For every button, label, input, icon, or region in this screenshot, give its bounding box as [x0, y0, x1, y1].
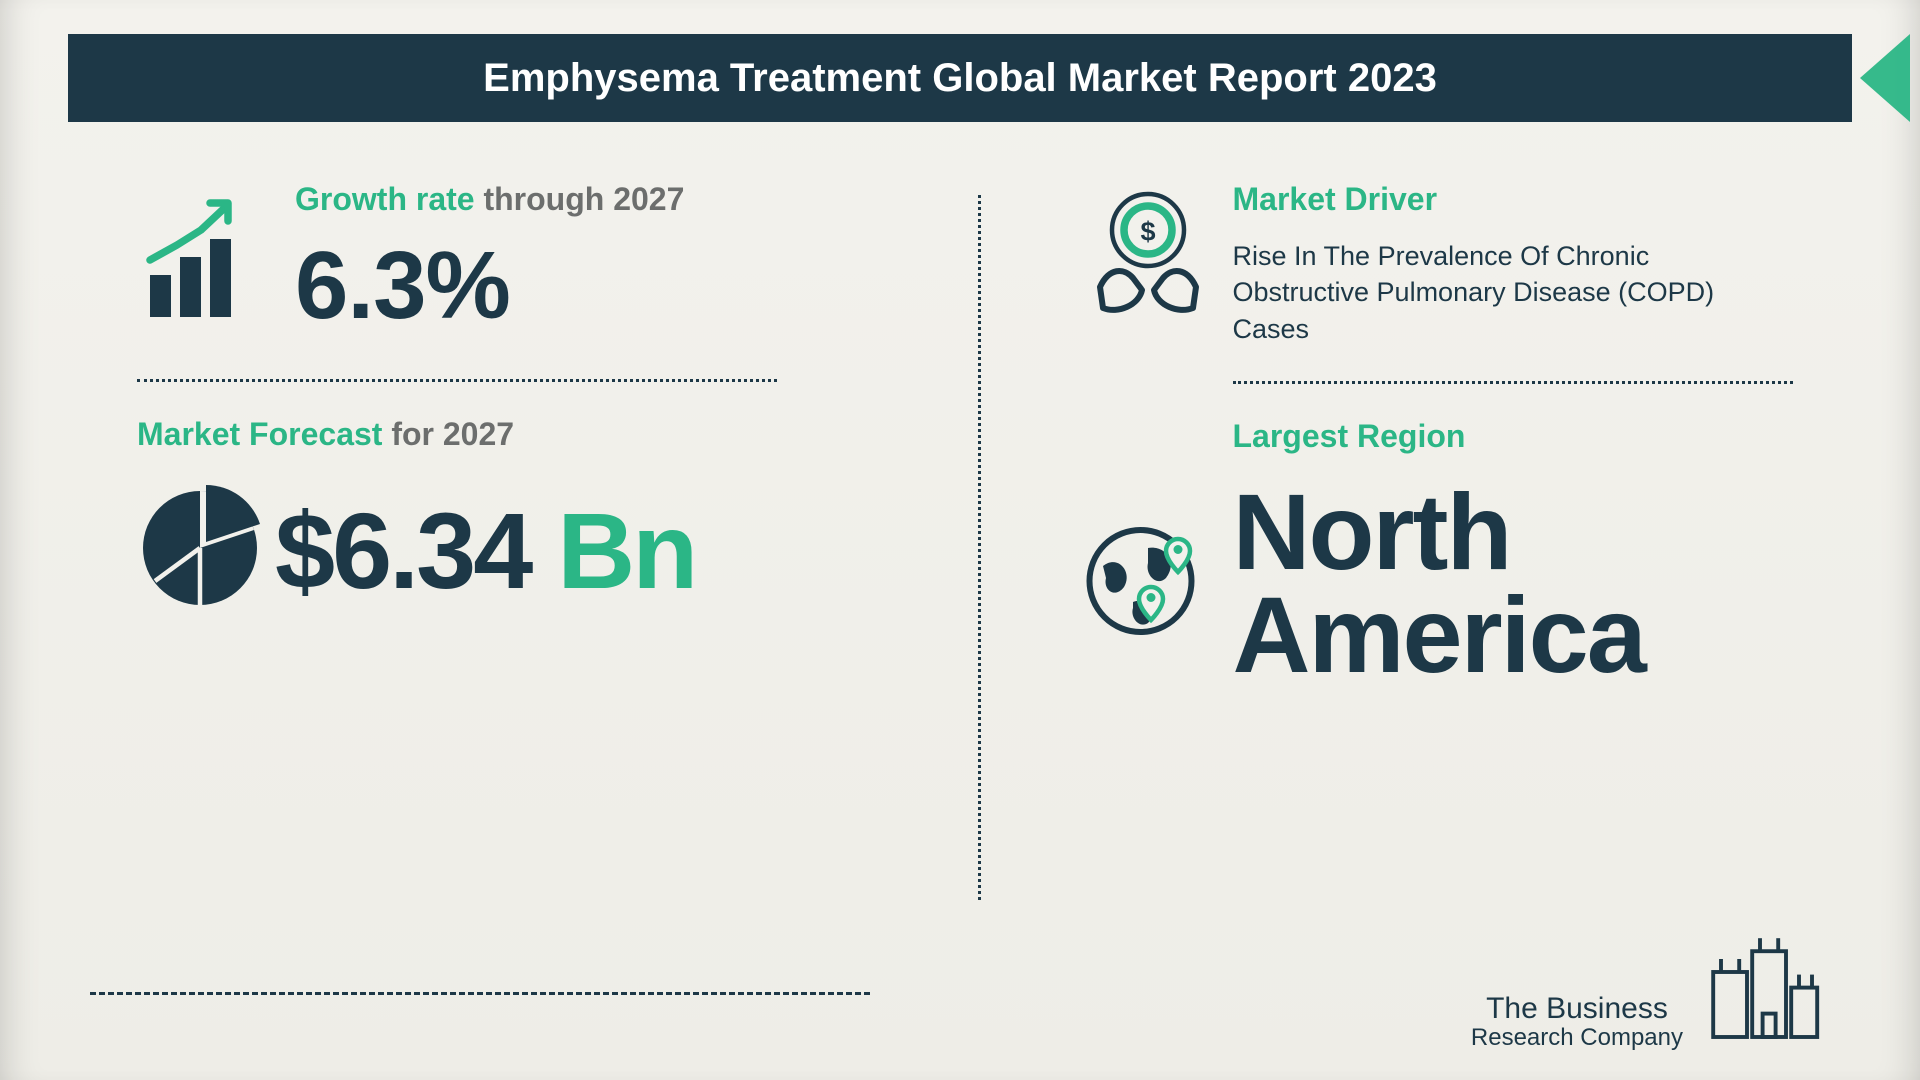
region-value: North America	[1233, 481, 1831, 686]
forecast-label: Market Forecast for 2027	[137, 416, 888, 453]
forecast-value-number: $6.34	[275, 490, 530, 611]
driver-section: $ Market Driver Rise In The Prevalence O…	[1063, 175, 1831, 347]
page: Emphysema Treatment Global Market Report…	[0, 0, 1920, 1080]
bottom-dashed-line	[90, 992, 870, 995]
forecast-value-unit: Bn	[530, 490, 695, 611]
region-section: North America	[1063, 475, 1831, 686]
logo-buildings-icon	[1695, 920, 1825, 1050]
growth-label-light: through 2027	[475, 181, 685, 217]
left-horizontal-divider	[137, 379, 777, 382]
growth-label: Growth rate through 2027	[295, 181, 888, 218]
logo-line1: The Business	[1471, 993, 1683, 1025]
forecast-value: $6.34 Bn	[275, 497, 888, 605]
right-horizontal-divider	[1233, 381, 1793, 384]
growth-value: 6.3%	[295, 238, 888, 334]
svg-text:$: $	[1140, 217, 1155, 247]
header-bar: Emphysema Treatment Global Market Report…	[68, 34, 1852, 122]
region-label-text: Largest Region	[1233, 418, 1466, 454]
globe-pin-icon	[1063, 496, 1233, 666]
forecast-label-light: for 2027	[382, 416, 514, 452]
growth-section: Growth rate through 2027 6.3%	[125, 175, 888, 345]
content-area: Growth rate through 2027 6.3% Market For…	[125, 175, 1830, 960]
forecast-section: $6.34 Bn	[125, 473, 888, 623]
pie-chart-icon	[125, 473, 275, 623]
driver-label: Market Driver	[1233, 181, 1831, 218]
driver-text: Rise In The Prevalence Of Chronic Obstru…	[1233, 238, 1793, 347]
header-accent-triangle	[1860, 34, 1910, 122]
forecast-label-strong: Market Forecast	[137, 416, 382, 452]
hands-coin-icon: $	[1063, 175, 1233, 345]
growth-label-strong: Growth rate	[295, 181, 475, 217]
logo-line2: Research Company	[1471, 1025, 1683, 1050]
company-logo: The Business Research Company	[1471, 920, 1825, 1050]
driver-label-text: Market Driver	[1233, 181, 1438, 217]
region-label: Largest Region	[1233, 418, 1831, 455]
growth-chart-icon	[125, 175, 295, 345]
region-value-line2: America	[1233, 574, 1645, 695]
page-title: Emphysema Treatment Global Market Report…	[483, 56, 1437, 101]
left-column: Growth rate through 2027 6.3% Market For…	[125, 175, 978, 960]
right-column: $ Market Driver Rise In The Prevalence O…	[978, 175, 1831, 960]
